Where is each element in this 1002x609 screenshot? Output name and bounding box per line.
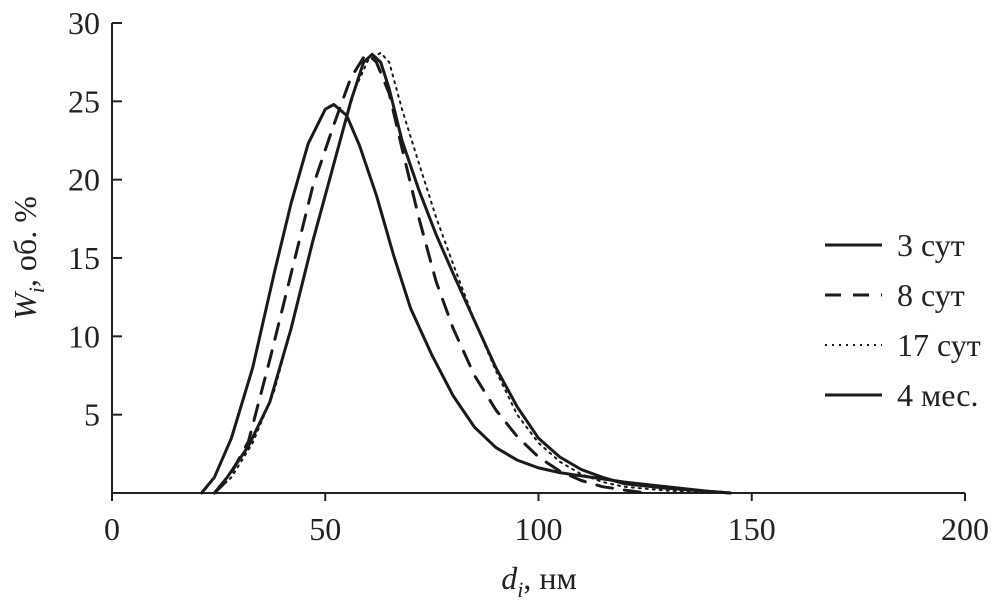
y-axis-title: Wi, об. % xyxy=(7,196,49,320)
legend-label-3: 17 сут xyxy=(897,327,981,363)
y-tick-label: 10 xyxy=(68,318,100,354)
series-line-3 xyxy=(213,51,711,494)
series-line-2 xyxy=(212,52,647,495)
y-tick-label: 30 xyxy=(68,5,100,41)
series-lines xyxy=(200,51,732,495)
y-tick-label: 5 xyxy=(84,397,100,433)
legend-label-4: 4 мес. xyxy=(897,377,978,413)
x-tick-label: 50 xyxy=(309,511,341,547)
series-line-1 xyxy=(212,52,732,495)
x-tick-label: 0 xyxy=(104,511,120,547)
legend-label-1: 3 сут xyxy=(897,227,965,263)
x-tick-label: 100 xyxy=(515,511,563,547)
x-tick-label: 200 xyxy=(941,511,989,547)
legend-label-2: 8 сут xyxy=(897,277,965,313)
ticks: 0 50 100 150 200 5 10 15 20 25 30 xyxy=(68,5,989,547)
y-tick-label: 15 xyxy=(68,240,100,276)
series-line-4 xyxy=(200,103,732,495)
y-tick-label: 20 xyxy=(68,162,100,198)
axes xyxy=(111,23,965,494)
x-axis-title: di, нм xyxy=(501,560,577,602)
y-tick-label: 25 xyxy=(68,83,100,119)
legend: 3 сут 8 сут 17 сут 4 мес. xyxy=(825,227,981,413)
x-tick-label: 150 xyxy=(728,511,776,547)
